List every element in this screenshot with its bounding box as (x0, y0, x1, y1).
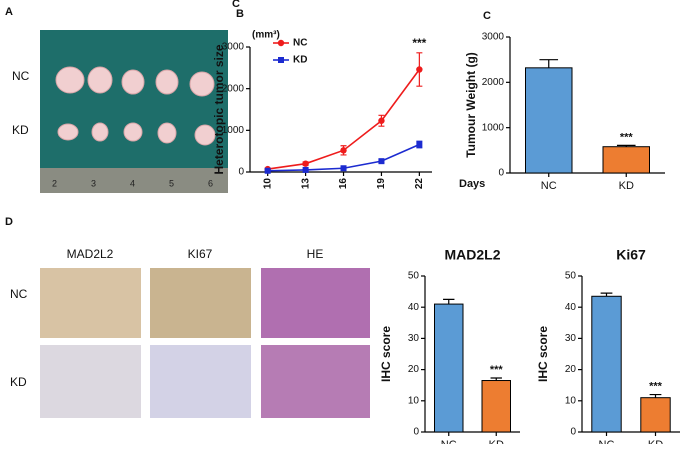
row-label: NC (10, 287, 28, 301)
x-axis-label: Days (459, 178, 485, 190)
x-tick-label: KD (619, 180, 634, 192)
significance: *** (620, 131, 634, 143)
marker (340, 165, 347, 172)
legend-label: NC (293, 38, 307, 49)
marker (378, 158, 385, 165)
marker (302, 166, 309, 173)
x-tick-label: 19 (376, 178, 387, 190)
error-bar (443, 298, 455, 305)
row-label: NC (12, 69, 30, 83)
panel-label: B (236, 8, 244, 20)
y-axis-label: IHC score (379, 326, 393, 382)
y-tick-label: 40 (565, 302, 577, 313)
x-tick-label: NC (441, 439, 457, 444)
error-bar (539, 59, 559, 68)
ruler-label: 4 (130, 178, 135, 188)
chart-title: MAD2L2 (444, 247, 500, 263)
legend-marker (277, 39, 285, 47)
marker (416, 66, 423, 73)
y-tick-label: 30 (408, 333, 420, 344)
marker (264, 167, 271, 174)
bar (591, 295, 622, 433)
column-label: HE (307, 247, 324, 261)
error-bar (649, 393, 662, 398)
bar (602, 146, 650, 174)
panel-label: A (5, 6, 13, 18)
marker (378, 117, 385, 124)
y-axis-label: IHC score (536, 326, 550, 382)
ruler-label: 5 (169, 178, 174, 188)
bar (481, 380, 511, 433)
y-tick-label: 50 (565, 271, 577, 282)
y-tick-label: 10 (408, 395, 420, 406)
marker (302, 160, 309, 167)
y-tick-label: 1000 (482, 122, 505, 133)
bar (640, 397, 671, 433)
y-unit: (mm³) (252, 30, 280, 41)
significance: *** (649, 380, 663, 392)
significance: *** (412, 36, 426, 50)
y-tick-label: 50 (408, 271, 420, 282)
ruler-label: 6 (208, 178, 213, 188)
legend-label: KD (293, 55, 307, 66)
x-tick-label: KD (648, 439, 663, 444)
x-tick-label: 13 (300, 178, 311, 190)
y-tick-label: 0 (570, 427, 576, 438)
y-tick-label: 3000 (482, 32, 505, 43)
y-tick-label: 1000 (222, 125, 245, 136)
row-label: KD (10, 375, 27, 389)
y-axis-label: Tumour Weight (g) (464, 52, 478, 158)
column-label: KI67 (188, 247, 213, 261)
x-tick-label: 22 (414, 178, 425, 190)
panel-label: D (5, 216, 13, 228)
x-tick-label: NC (541, 180, 557, 192)
x-tick-label: KD (489, 439, 504, 444)
chart-title: Ki67 (616, 247, 646, 263)
legend-marker (278, 57, 284, 63)
y-tick-label: 20 (408, 364, 420, 375)
y-tick-label: 0 (238, 167, 244, 178)
column-label: MAD2L2 (67, 247, 114, 261)
ruler-label: 3 (91, 178, 96, 188)
tumor-photo (40, 30, 228, 193)
x-tick-label: NC (599, 439, 615, 444)
y-tick-label: 0 (413, 427, 419, 438)
x-tick-label: 16 (338, 178, 349, 190)
ihc-photos (40, 268, 370, 418)
panel-d-labels: MAD2L2 KI67 HE NC KD (10, 247, 323, 389)
bar (434, 303, 464, 433)
ruler-label: 2 (52, 178, 57, 188)
marker (416, 141, 423, 148)
y-tick-label: 30 (565, 333, 577, 344)
y-tick-label: 10 (565, 395, 577, 406)
y-axis-label: Heterotopic tumor size (212, 44, 226, 174)
x-tick-label: 10 (262, 178, 273, 190)
panel-a-labels: NC KD (12, 69, 30, 137)
y-tick-label: 3000 (222, 42, 245, 53)
panel-label: C (232, 0, 240, 10)
error-bar (600, 292, 613, 297)
y-tick-label: 40 (408, 302, 420, 313)
marker (340, 147, 347, 154)
bar (525, 67, 573, 174)
panel-label: C (483, 10, 491, 22)
significance: *** (490, 364, 504, 376)
row-label: KD (12, 123, 29, 137)
y-tick-label: 2000 (222, 83, 245, 94)
y-tick-label: 0 (498, 168, 504, 179)
y-tick-label: 2000 (482, 77, 505, 88)
y-tick-label: 20 (565, 364, 577, 375)
